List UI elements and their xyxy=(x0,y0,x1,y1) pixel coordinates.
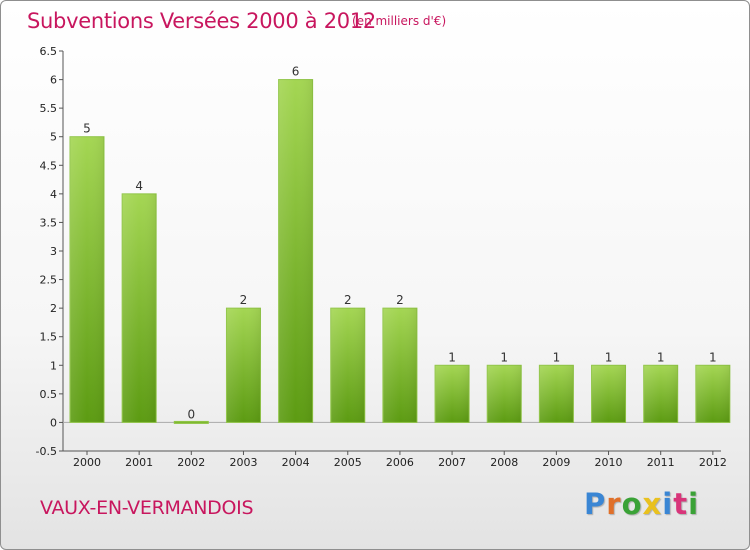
x-tick-label-2007: 2007 xyxy=(438,456,466,469)
x-tick-label-2004: 2004 xyxy=(282,456,310,469)
data-label-2012: 1 xyxy=(709,350,717,364)
y-tick-label: 0.5 xyxy=(40,388,58,401)
commune-name: VAUX-EN-VERMANDOIS xyxy=(40,497,254,519)
x-tick-label-2012: 2012 xyxy=(699,456,727,469)
bar-shine-2003 xyxy=(226,308,261,423)
y-tick-label: 6.5 xyxy=(40,45,58,58)
y-tick-label: 6 xyxy=(50,74,57,87)
bar-shine-2004 xyxy=(278,79,313,423)
x-tick-label-2010: 2010 xyxy=(595,456,623,469)
bar-2002 xyxy=(173,420,209,424)
x-tick-label-2001: 2001 xyxy=(125,456,153,469)
x-tick-label-2009: 2009 xyxy=(542,456,570,469)
data-label-2005: 2 xyxy=(344,293,352,307)
y-tick-label: -0.5 xyxy=(36,445,57,458)
x-tick-label-2005: 2005 xyxy=(334,456,362,469)
bar-shine-2008 xyxy=(487,365,522,423)
x-tick-label-2008: 2008 xyxy=(490,456,518,469)
bar-shine-2000 xyxy=(70,136,104,423)
y-tick-label: 1.5 xyxy=(40,331,58,344)
data-label-2003: 2 xyxy=(240,293,248,307)
bar-shine-2006 xyxy=(382,308,417,423)
chart-title: Subventions Versées 2000 à 2012 xyxy=(27,9,376,33)
data-label-2008: 1 xyxy=(500,350,508,364)
y-tick-label: 2.5 xyxy=(40,274,58,287)
logo-letter: x xyxy=(642,487,663,521)
logo-letter: r xyxy=(606,487,622,521)
x-tick-label-2006: 2006 xyxy=(386,456,414,469)
logo-letter: o xyxy=(621,487,643,521)
x-tick-label-2000: 2000 xyxy=(73,456,101,469)
data-label-2007: 1 xyxy=(448,350,456,364)
bar-shine-2009 xyxy=(539,365,574,423)
data-label-2000: 5 xyxy=(83,122,91,136)
y-tick-label: 3 xyxy=(50,245,57,258)
logo-letter: i xyxy=(662,487,674,521)
logo-letter: t xyxy=(673,487,689,521)
y-tick-label: 1 xyxy=(50,359,57,372)
data-label-2010: 1 xyxy=(605,350,613,364)
data-label-2001: 4 xyxy=(135,179,143,193)
x-tick-label-2003: 2003 xyxy=(229,456,257,469)
y-tick-label: 5.5 xyxy=(40,102,58,115)
logo-letter: P xyxy=(584,487,607,521)
data-label-2004: 6 xyxy=(292,65,300,79)
chart-unit-subtitle: (en milliers d'€) xyxy=(352,14,447,28)
data-label-2006: 2 xyxy=(396,293,404,307)
bar-shine-2010 xyxy=(591,365,626,423)
data-label-2002: 0 xyxy=(187,407,195,421)
data-label-2011: 1 xyxy=(657,350,665,364)
y-tick-label: 4 xyxy=(50,188,57,201)
x-tick-label-2002: 2002 xyxy=(177,456,205,469)
bar-shine-2011 xyxy=(643,365,678,423)
y-tick-label: 3.5 xyxy=(40,216,58,229)
logo-letter: i xyxy=(688,487,700,521)
data-label-2009: 1 xyxy=(553,350,561,364)
y-tick-label: 4.5 xyxy=(40,159,58,172)
y-tick-label: 0 xyxy=(50,416,57,429)
bar-shine-2001 xyxy=(122,193,157,423)
bar-shine-2012 xyxy=(695,365,730,423)
x-tick-label-2011: 2011 xyxy=(647,456,675,469)
y-tick-label: 5 xyxy=(50,131,57,144)
bar-shine-2005 xyxy=(330,308,365,423)
bar-shine-2007 xyxy=(435,365,470,423)
proxiti-logo: Proxiti xyxy=(584,487,699,521)
y-tick-label: 2 xyxy=(50,302,57,315)
